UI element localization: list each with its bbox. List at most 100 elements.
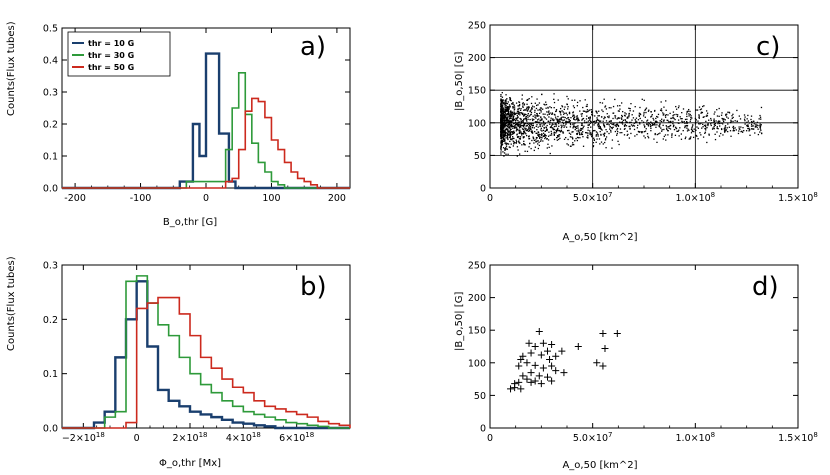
scatter-point	[575, 137, 577, 140]
scatter-point	[528, 106, 530, 108]
scatter-point	[549, 121, 551, 123]
panel-c-frame	[489, 24, 799, 189]
scatter-point	[523, 136, 525, 138]
scatter-point	[677, 114, 679, 116]
scatter-point	[555, 122, 557, 124]
scatter-point	[500, 104, 502, 106]
scatter-point	[508, 134, 510, 136]
scatter-point	[605, 138, 607, 140]
scatter-point	[722, 134, 724, 136]
scatter-point	[702, 136, 705, 138]
scatter-point	[530, 124, 532, 126]
scatter-point	[510, 115, 513, 117]
scatter-point	[566, 143, 568, 145]
scatter-point	[630, 132, 632, 135]
scatter-point	[719, 120, 721, 123]
scatter-point	[504, 100, 506, 102]
scatter-point	[538, 102, 541, 104]
panel-b-xlabel: Φ_o,thr [Mx]	[159, 458, 221, 469]
scatter-point	[507, 120, 510, 122]
scatter-point	[753, 128, 755, 130]
scatter-point	[551, 113, 554, 115]
scatter-point	[516, 112, 518, 114]
scatter-point	[577, 129, 580, 131]
scatter-point	[619, 132, 621, 134]
scatter-point	[661, 129, 663, 131]
scatter-point	[523, 144, 525, 146]
scatter-point	[760, 124, 762, 126]
scatter-point	[530, 130, 532, 133]
scatter-point	[523, 140, 525, 142]
scatter-point	[691, 117, 693, 119]
scatter-point	[558, 347, 566, 355]
scatter-point	[506, 133, 509, 136]
scatter-point	[674, 126, 677, 128]
scatter-point	[524, 150, 526, 152]
scatter-point	[535, 139, 537, 141]
scatter-point	[587, 137, 589, 139]
scatter-point	[656, 141, 658, 144]
scatter-point	[673, 128, 676, 131]
scatter-point	[714, 124, 716, 126]
scatter-point	[665, 139, 667, 141]
scatter-point	[503, 103, 506, 105]
scatter-point	[523, 115, 525, 117]
scatter-point	[533, 118, 535, 121]
scatter-point	[574, 126, 577, 129]
scatter-point	[528, 97, 530, 100]
scatter-point	[586, 111, 589, 113]
scatter-point	[511, 138, 513, 140]
scatter-point	[616, 105, 619, 107]
scatter-point	[555, 129, 558, 131]
scatter-point	[564, 106, 566, 108]
scatter-point	[552, 127, 554, 129]
scatter-point	[666, 128, 668, 131]
scatter-point	[531, 107, 533, 109]
scatter-point	[557, 138, 560, 141]
scatter-point	[590, 133, 592, 136]
scatter-point	[680, 133, 682, 135]
y-tick-label: 0.5	[43, 24, 58, 35]
scatter-point	[627, 133, 629, 136]
scatter-point	[547, 111, 550, 113]
scatter-point	[737, 132, 740, 135]
scatter-point	[629, 125, 631, 128]
scatter-point	[541, 125, 544, 127]
scatter-point	[540, 107, 543, 109]
scatter-point	[681, 117, 683, 120]
scatter-point	[601, 102, 604, 104]
scatter-point	[592, 142, 595, 144]
scatter-point	[734, 120, 736, 122]
scatter-point	[598, 127, 601, 129]
scatter-point	[745, 130, 748, 132]
scatter-point	[599, 126, 602, 129]
scatter-point	[601, 344, 609, 352]
scatter-point	[695, 119, 698, 121]
x-tick-label: -200	[64, 193, 86, 204]
scatter-point	[651, 123, 654, 125]
scatter-point	[517, 135, 519, 138]
scatter-point	[506, 121, 509, 123]
scatter-point	[543, 135, 546, 137]
scatter-point	[619, 117, 621, 119]
scatter-point	[681, 111, 683, 114]
scatter-point	[619, 121, 621, 123]
scatter-point	[521, 128, 524, 130]
scatter-point	[501, 105, 504, 107]
y-tick-label: 0.1	[43, 152, 58, 163]
scatter-point	[706, 112, 709, 114]
scatter-point	[680, 138, 683, 140]
scatter-point	[659, 109, 662, 111]
scatter-point	[558, 135, 560, 138]
scatter-point	[502, 125, 504, 128]
scatter-point	[623, 125, 626, 127]
scatter-point	[526, 106, 528, 108]
scatter-point	[535, 117, 537, 119]
scatter-point	[656, 115, 658, 118]
scatter-point	[562, 111, 564, 113]
scatter-point	[527, 98, 529, 101]
scatter-point	[642, 115, 645, 117]
y-tick-label: 150	[468, 86, 486, 97]
scatter-point	[542, 129, 545, 132]
scatter-point	[529, 142, 531, 145]
